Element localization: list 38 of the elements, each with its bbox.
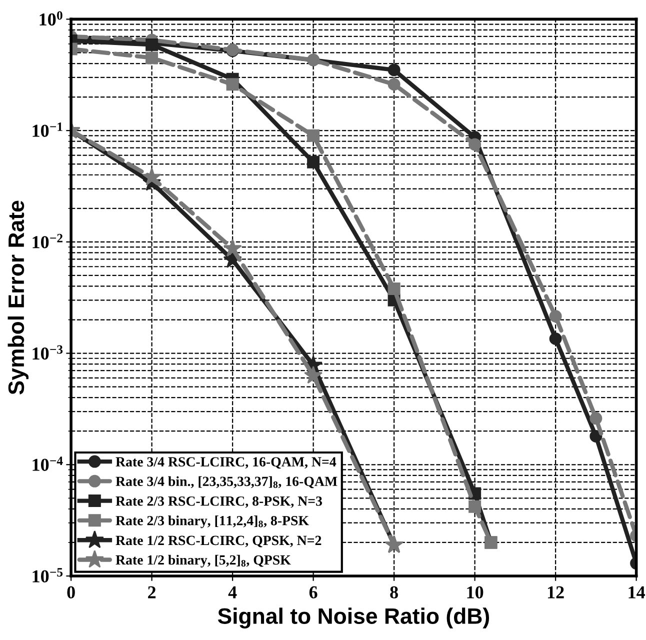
point [307,129,320,142]
x-tick-label: 2 [148,586,156,598]
point [388,64,400,76]
point [590,430,602,442]
point [468,138,482,151]
legend-label: Rate 2/3 binary, [11,2,4]$_{8}$, 8-PSK [116,516,309,528]
x-tick-label: 4 [228,586,237,598]
legend-label: Rate 3/4 bin., [23,35,33,37]$_{8}$, 16-QAM [116,476,338,488]
y-tick-label: 10$^{−5}$ [32,568,63,582]
y-tick-label: 10$^{−4}$ [32,456,63,471]
legend-label: Rate 3/4 RSC-LCIRC, 16-QAM, N=4 [116,457,336,469]
point [388,78,400,91]
x-tick-label: 0 [67,586,75,598]
point [146,52,158,64]
y-tick-label: 10$^{−1}$ [32,122,62,137]
legend-label: Rate 1/2 binary, [5,2]$_{8}$, QPSK [116,554,291,568]
legend-label: Rate 2/3 RSC-LCIRC, 8-PSK, N=3 [116,496,322,508]
y-tick-label: 10$^{−3}$ [32,345,63,360]
point [142,168,162,186]
x-tick-label: 6 [309,586,318,598]
y-axis-title: Symbol Error Rate [8,200,29,395]
x-tick-label: 10 [467,586,484,598]
point [307,156,320,168]
y-tick-label: 10$^{0}$ [40,11,62,26]
x-tick-label: 14 [628,586,645,598]
point [388,282,400,295]
point [468,500,482,513]
x-tick-label: 8 [390,586,398,598]
point [549,310,562,323]
x-axis-title: Signal to Noise Ratio (dB) [218,608,490,628]
point [549,332,562,346]
point [226,78,239,91]
y-tick-label: 10$^{−2}$ [32,234,62,248]
legend-label: Rate 1/2 RSC-LCIRC, QPSK, N=2 [116,536,322,548]
point [223,238,242,257]
point [590,412,602,425]
x-tick-label: 12 [548,586,564,598]
point [304,366,323,384]
